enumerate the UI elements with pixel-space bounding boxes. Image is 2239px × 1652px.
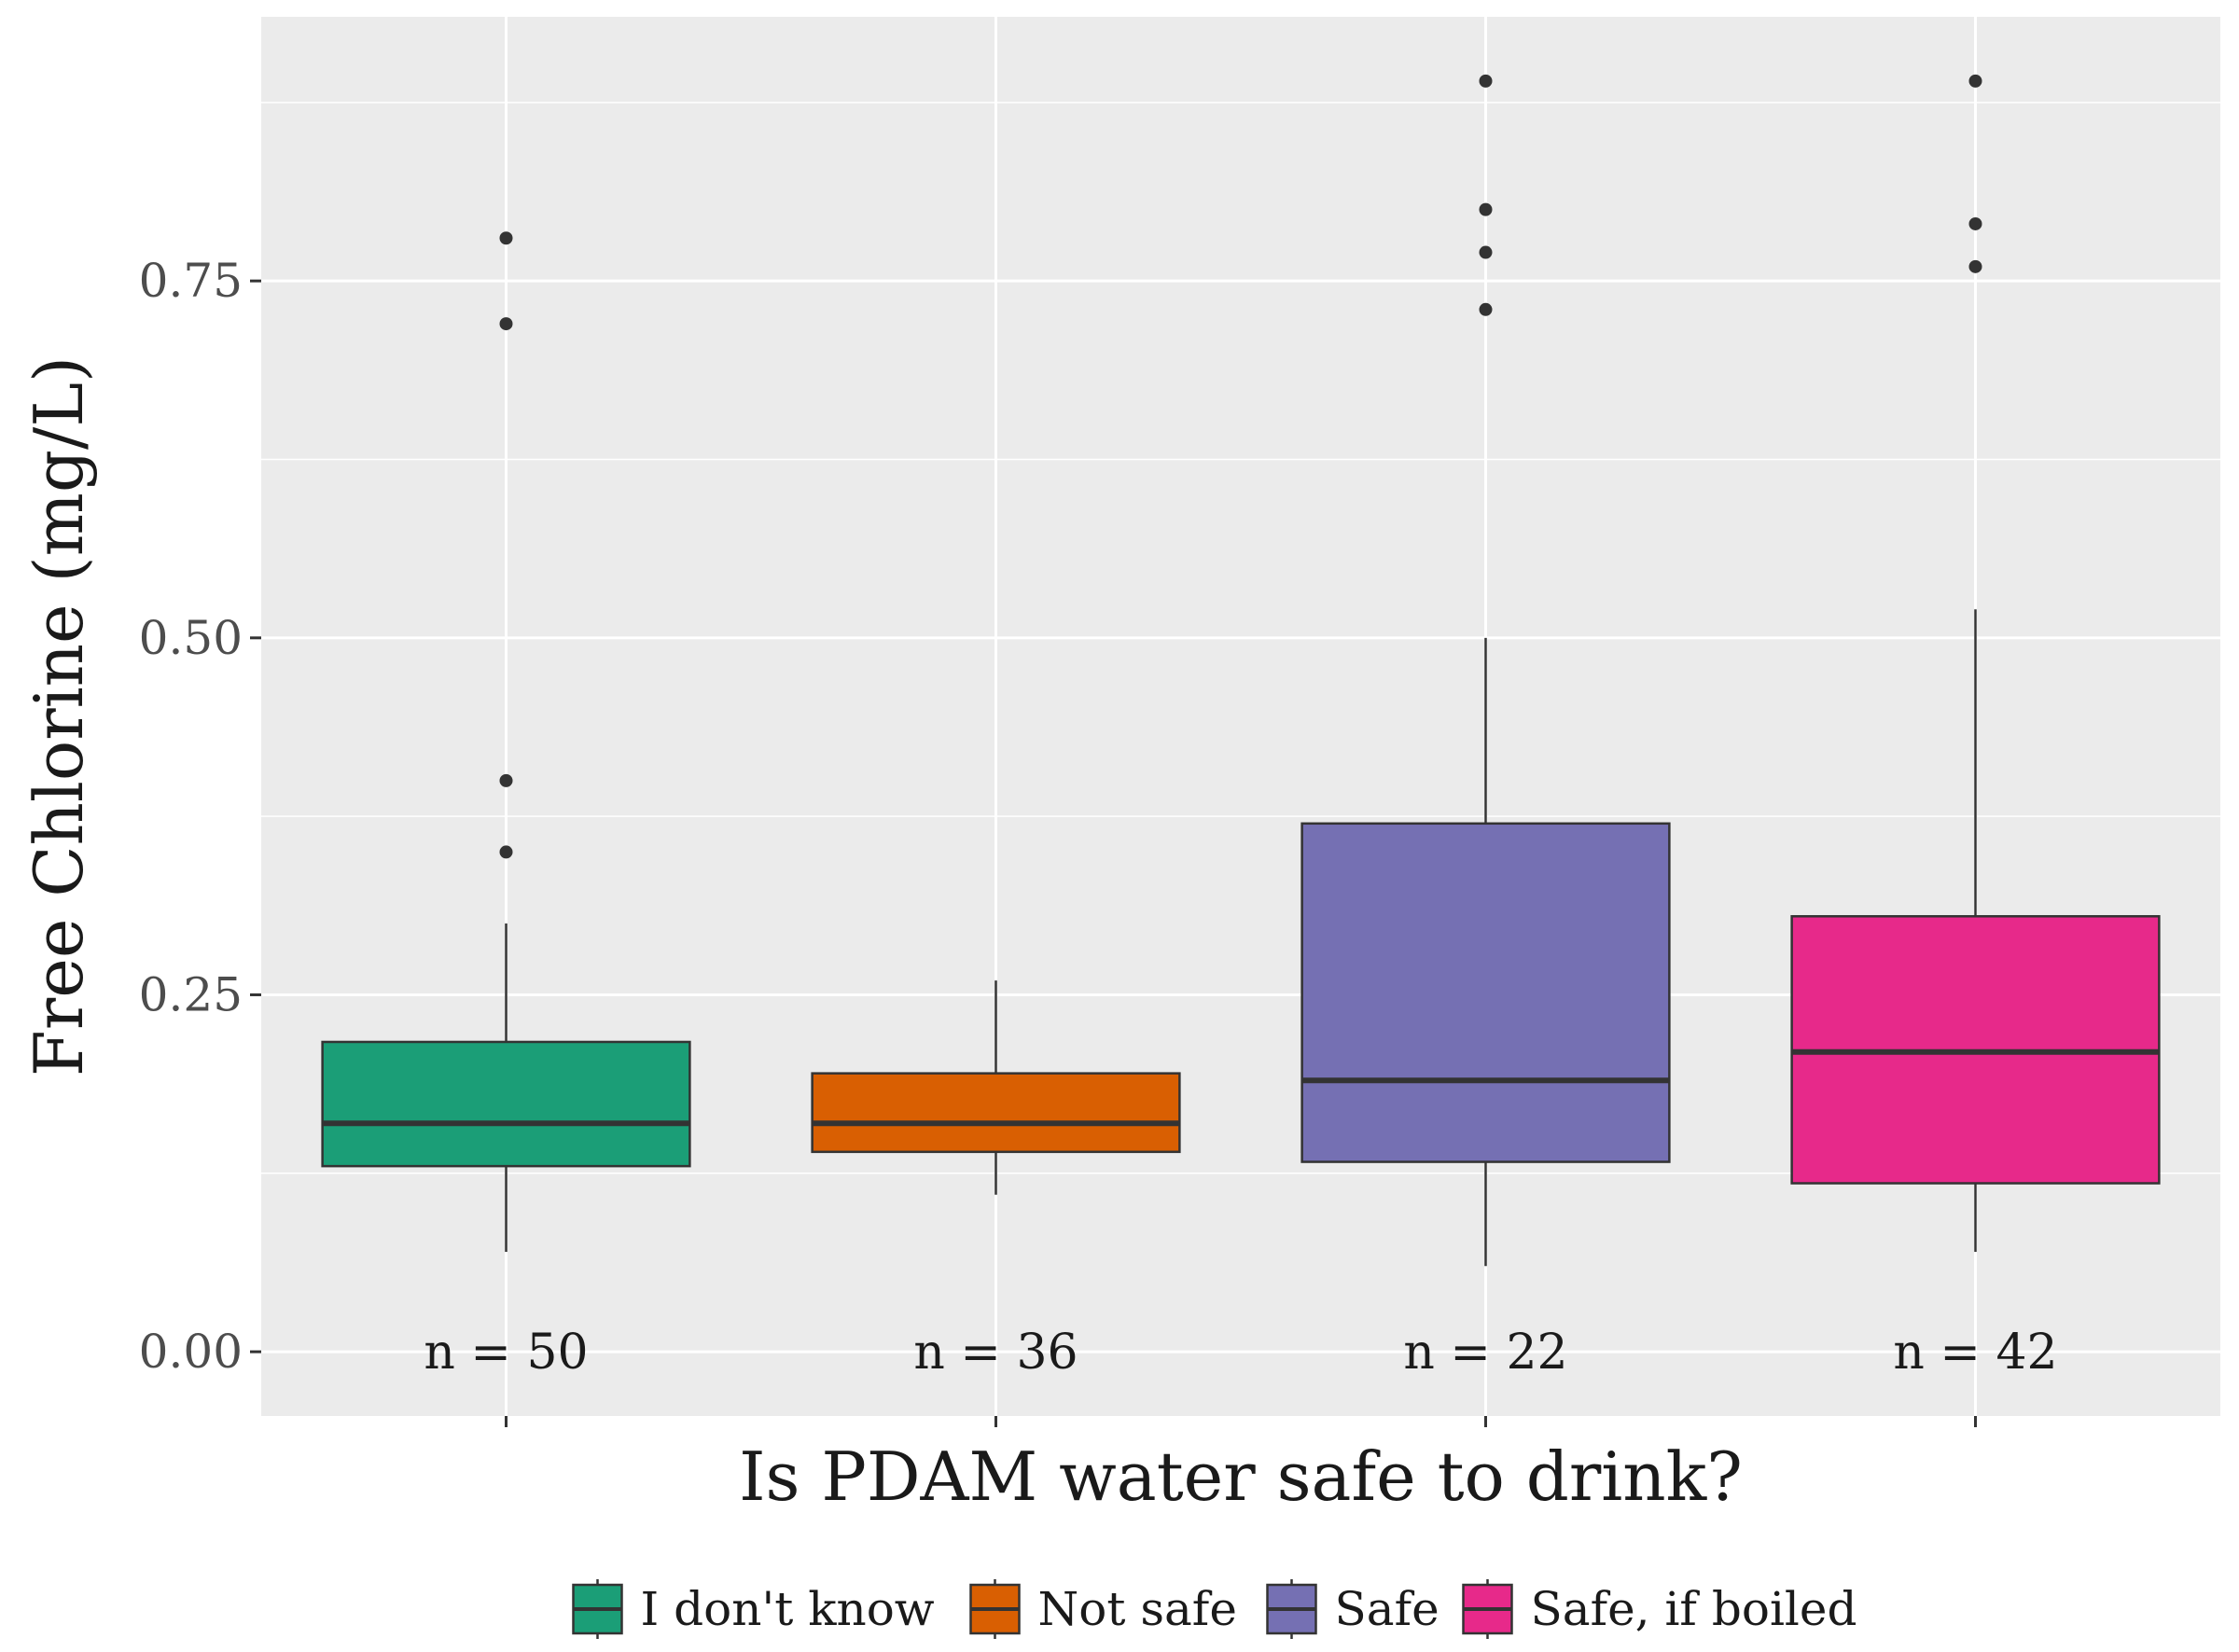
box-iqr <box>1300 822 1671 1163</box>
legend-label: Safe <box>1335 1582 1439 1636</box>
outlier-point <box>1968 74 1982 88</box>
box-group <box>811 980 1181 1195</box>
outlier-point <box>1479 245 1493 259</box>
box-group <box>321 231 691 1252</box>
outlier-point <box>499 231 513 245</box>
y-tick-label: 0.50 <box>139 611 243 665</box>
box-iqr <box>321 1040 691 1168</box>
legend-label: Safe, if boiled <box>1531 1582 1857 1636</box>
box-group <box>1300 74 1671 1267</box>
outlier-point <box>1479 202 1493 216</box>
n-label: n = 50 <box>424 1325 588 1381</box>
box-group <box>1790 74 2161 1252</box>
n-label: n = 22 <box>1403 1325 1567 1381</box>
outlier-point <box>499 773 513 787</box>
legend-item: Not safe <box>969 1579 1237 1639</box>
outlier-point <box>1968 259 1982 273</box>
outlier-point <box>1479 302 1493 316</box>
outlier-point <box>499 845 513 859</box>
outlier-point <box>499 317 513 331</box>
outlier-point <box>1479 74 1493 88</box>
x-axis-title: Is PDAM water safe to drink? <box>739 1437 1743 1516</box>
y-tick-label: 0.00 <box>139 1325 243 1379</box>
plot-panel <box>261 17 2220 1416</box>
y-axis-title: Free Chlorine (mg/L) <box>20 356 98 1076</box>
legend-item: Safe <box>1266 1579 1439 1639</box>
legend-item: Safe, if boiled <box>1462 1579 1857 1639</box>
n-label: n = 36 <box>913 1325 1078 1381</box>
n-labels: n = 50 n = 36 n = 22 n = 42 <box>424 1325 2057 1381</box>
box-iqr <box>811 1072 1181 1154</box>
legend-item: I don't know <box>572 1579 935 1639</box>
y-axis: 0.00 0.25 0.50 0.75 <box>139 254 1977 1427</box>
legend-label: I don't know <box>641 1582 935 1636</box>
boxes <box>321 74 2161 1267</box>
n-label: n = 42 <box>1893 1325 2057 1381</box>
y-tick-label: 0.25 <box>139 967 243 1021</box>
legend-label: Not safe <box>1038 1582 1237 1636</box>
legend: I don't know Not safe Safe Safe, if boiled <box>572 1579 1857 1639</box>
outlier-point <box>1968 216 1982 230</box>
y-tick-label: 0.75 <box>139 254 243 308</box>
